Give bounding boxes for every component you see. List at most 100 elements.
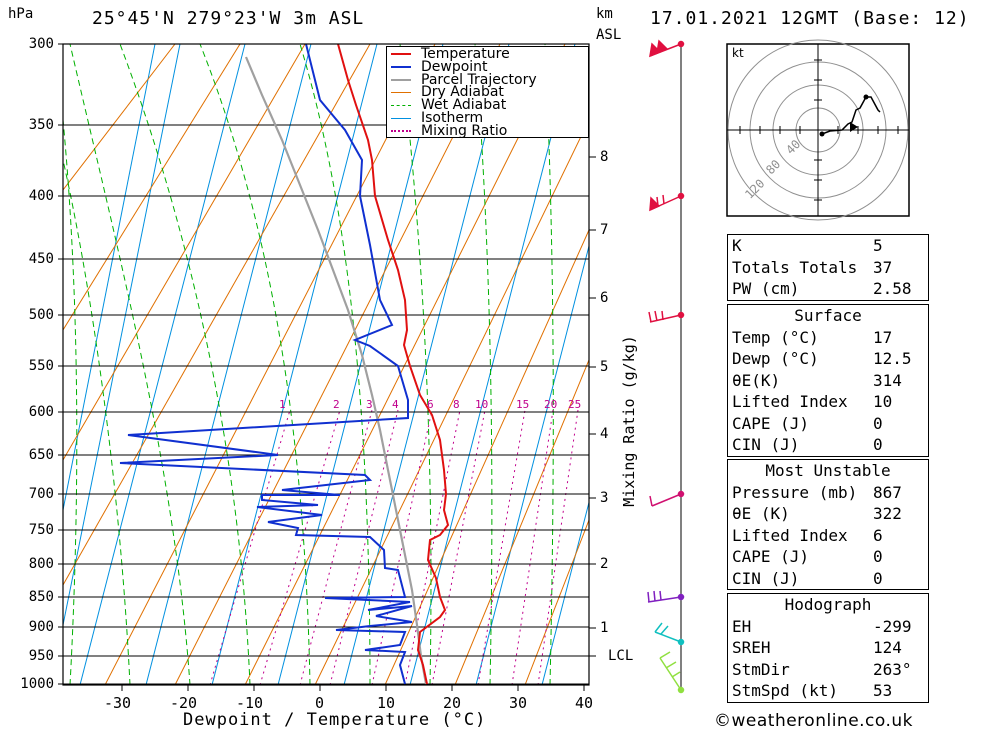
stat-key: θE (K) (732, 504, 790, 524)
km-tick: 3 (600, 490, 609, 506)
stat-row: Lifted Index 10 (728, 391, 928, 413)
parcel-trajectory-line (244, 56, 428, 685)
legend-item: Parcel Trajectory (387, 73, 588, 86)
most-unstable-panel: Most Unstable Pressure (mb) 867 θE (K) 322… (727, 459, 929, 590)
mixing-ratio-tick: 3 (366, 398, 373, 411)
stat-value: 124 (873, 638, 902, 658)
height-unit-asl: ASL (596, 27, 622, 43)
hodograph-stats-panel: Hodograph EH -299 SREH 124 StmDir 263° StmS… (727, 593, 929, 703)
mixing-ratio-tick: 2 (333, 398, 340, 411)
legend-label: Wet Adiabat (421, 97, 507, 114)
stat-row: SREH 124 (728, 637, 928, 659)
stat-key: Dewp (°C) (732, 349, 819, 369)
mixing-ratio-tick: 6 (427, 398, 434, 411)
x-tick: 30 (509, 694, 528, 712)
legend-label: Isotherm (421, 109, 484, 126)
pressure-tick: 700 (28, 486, 54, 502)
stat-value: 0 (873, 568, 883, 588)
x-axis-label: Dewpoint / Temperature (°C) (183, 710, 487, 730)
wind-barb-700 (649, 490, 685, 507)
stat-row: CIN (J) 0 (728, 434, 928, 456)
pressure-tick: 300 (28, 36, 54, 52)
stat-key: Lifted Index (732, 392, 848, 412)
surface-panel: Surface Temp (°C) 17 Dewp (°C) 12.5 θE(K) 3… (727, 304, 929, 457)
stat-value: -299 (873, 616, 912, 636)
stat-row: Lifted Index 6 (728, 525, 928, 547)
hodograph (726, 39, 910, 221)
stat-key: CIN (J) (732, 435, 800, 455)
stat-value: 17 (873, 327, 893, 347)
pressure-tick: 500 (28, 307, 54, 323)
stat-row: Temp (°C) 17 (728, 327, 928, 349)
hodograph-unit: kt (732, 46, 744, 60)
lcl-label: LCL (608, 648, 634, 664)
stat-value: 322 (873, 504, 902, 524)
stat-row: CAPE (J) 0 (728, 413, 928, 435)
stat-value: 12.5 (873, 349, 912, 369)
stat-key: Temp (°C) (732, 327, 819, 347)
wet-adiabat-lines (63, 44, 554, 685)
mixing-ratio-tick: 8 (453, 398, 460, 411)
mixing-ratio-axis-label: Mixing Ratio (g/kg) (620, 335, 638, 507)
stat-row: Dewp (°C) 12.5 (728, 348, 928, 370)
mixing-ratio-tick: 15 (516, 398, 530, 411)
stat-key: Lifted Index (732, 525, 848, 545)
stat-key: StmDir (732, 659, 790, 679)
km-tick: 7 (600, 222, 609, 238)
wind-barb-column (647, 39, 685, 694)
pressure-tick: 550 (28, 358, 54, 374)
pressure-tick: 350 (28, 117, 54, 133)
stat-value: 0 (873, 435, 883, 455)
stat-key: Pressure (mb) (732, 482, 858, 502)
x-tick: -10 (236, 694, 264, 712)
dry-adiabat-lines (63, 44, 589, 685)
wind-barb-500 (648, 310, 685, 323)
x-tick: 10 (377, 694, 396, 712)
stat-key: CIN (J) (732, 568, 800, 588)
km-tick: 6 (600, 290, 609, 306)
hodograph-trace (821, 96, 881, 135)
legend-swatch (391, 78, 411, 81)
stat-row: StmDir 263° (728, 659, 928, 681)
pressure-tick: 1000 (20, 676, 54, 692)
km-tick: 5 (600, 359, 609, 375)
storm-motion-marker (850, 122, 858, 132)
x-tick: 20 (443, 694, 462, 712)
stat-key: CAPE (J) (732, 413, 810, 433)
legend-item: Isotherm (387, 109, 588, 126)
mixing-ratio-tick: 10 (475, 398, 489, 411)
legend-item: Wet Adiabat (387, 97, 588, 114)
wind-barb-850 (647, 590, 685, 603)
wind-barb-400 (649, 192, 685, 212)
legend-swatch (391, 92, 411, 94)
stat-row: StmSpd (kt) 53 (728, 680, 928, 702)
section-title: Hodograph (784, 595, 872, 614)
stat-value: 263° (873, 659, 912, 679)
height-unit: km (596, 6, 613, 22)
x-tick: 40 (575, 694, 594, 712)
stat-key: CAPE (J) (732, 547, 810, 567)
stat-value: 2.58 (873, 279, 912, 299)
legend-label: Dry Adiabat (421, 84, 504, 101)
legend-item: Mixing Ratio (387, 124, 588, 138)
legend-swatch (391, 66, 411, 69)
legend-label: Dewpoint (421, 58, 488, 75)
mixing-ratio-tick: 4 (392, 398, 399, 411)
pressure-unit: hPa (8, 6, 34, 22)
stat-value: 5 (873, 236, 883, 256)
mixing-ratio-lines (209, 409, 579, 685)
copyright-link[interactable]: ©weatheronline.co.uk (714, 711, 914, 731)
x-tick: -30 (104, 694, 132, 712)
pressure-tick: 900 (28, 619, 54, 635)
stat-row: Pressure (mb) 867 (728, 482, 928, 504)
km-tick: 8 (600, 149, 609, 165)
stat-key: EH (732, 616, 752, 636)
stat-row: θE (K) 322 (728, 503, 928, 525)
mixing-ratio-tick: 25 (568, 398, 582, 411)
stat-key: StmSpd (kt) (732, 681, 838, 701)
location-title: 25°45'N 279°23'W 3m ASL (92, 8, 365, 29)
stat-value: 37 (873, 257, 893, 277)
stat-row: θE(K) 314 (728, 370, 928, 392)
